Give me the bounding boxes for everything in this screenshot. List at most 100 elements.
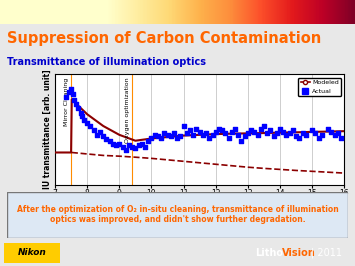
Point <box>152 133 158 137</box>
Point <box>210 133 215 137</box>
Point <box>277 127 283 131</box>
Point <box>319 133 325 137</box>
Point <box>110 142 116 146</box>
Point <box>67 90 72 94</box>
Point <box>255 133 261 137</box>
Point <box>296 136 302 140</box>
Point <box>248 128 254 132</box>
Text: Oxygen optimization: Oxygen optimization <box>125 78 130 143</box>
Point <box>309 128 315 132</box>
Point <box>300 131 305 135</box>
Point <box>88 124 93 128</box>
Point <box>168 134 174 138</box>
Point <box>313 131 318 135</box>
Text: Nikon: Nikon <box>18 248 46 257</box>
Point <box>258 127 264 131</box>
Point <box>187 128 193 132</box>
Point <box>107 139 113 143</box>
Point <box>303 133 308 137</box>
Point <box>329 130 334 134</box>
Point <box>223 131 228 135</box>
Point <box>193 127 199 131</box>
Point <box>162 131 167 135</box>
Point <box>338 136 344 140</box>
Point <box>120 144 125 149</box>
Point <box>287 131 293 135</box>
Point <box>245 131 251 135</box>
Point <box>271 134 277 138</box>
Point <box>226 136 231 140</box>
Text: Vision: Vision <box>282 248 316 258</box>
Point <box>268 128 273 132</box>
Point <box>293 134 299 138</box>
Point <box>213 130 219 134</box>
Point <box>149 136 154 140</box>
Point <box>126 143 132 147</box>
Point <box>91 128 97 132</box>
Point <box>81 118 87 122</box>
Point <box>136 143 141 147</box>
Point <box>64 94 69 99</box>
Point <box>264 131 270 135</box>
Point <box>332 133 338 137</box>
Point <box>155 134 161 138</box>
Point <box>216 127 222 131</box>
Point <box>290 128 296 132</box>
Point <box>181 124 186 128</box>
Point <box>335 131 341 135</box>
Text: Transmittance of illumination optics: Transmittance of illumination optics <box>7 57 206 68</box>
Point <box>207 136 212 140</box>
Point <box>84 121 90 125</box>
Point <box>70 92 76 96</box>
Point <box>75 106 80 110</box>
Text: After the optimization of O₂ in-situ cleaning, transmittance of illumination
opt: After the optimization of O₂ in-situ cle… <box>17 205 338 225</box>
Point <box>280 130 286 134</box>
Point <box>123 147 129 152</box>
Point <box>129 144 135 149</box>
Point <box>261 124 267 128</box>
Point <box>104 137 109 141</box>
Point <box>165 133 170 137</box>
Text: Litho: Litho <box>256 248 284 258</box>
Point <box>94 133 100 137</box>
Point <box>68 87 74 91</box>
Point <box>197 130 203 134</box>
Point <box>116 142 122 146</box>
FancyBboxPatch shape <box>4 243 60 263</box>
Point <box>178 134 183 138</box>
Point <box>113 143 119 147</box>
Point <box>71 97 77 102</box>
Point <box>132 146 138 150</box>
Point <box>171 131 177 135</box>
Point <box>242 134 247 138</box>
Point <box>326 127 331 131</box>
Point <box>100 134 106 138</box>
Point <box>80 114 85 118</box>
Point <box>219 128 225 132</box>
Point <box>97 130 103 134</box>
Point <box>251 130 257 134</box>
Point <box>174 136 180 140</box>
Point <box>203 131 209 135</box>
X-axis label: Number of pulses irradiated into IU [billion pulses]: Number of pulses irradiated into IU [bil… <box>89 201 310 210</box>
Point <box>78 111 83 115</box>
Point <box>232 127 238 131</box>
Point <box>158 136 164 140</box>
Point <box>229 130 235 134</box>
FancyBboxPatch shape <box>7 192 348 238</box>
Point <box>142 144 148 149</box>
Point <box>146 139 151 143</box>
Point <box>284 133 289 137</box>
Point <box>274 131 280 135</box>
Text: Mirror Cleaning: Mirror Cleaning <box>64 78 69 126</box>
Point <box>239 139 244 143</box>
Y-axis label: IU transmittance [arb. unit]: IU transmittance [arb. unit] <box>43 70 52 189</box>
Point <box>184 131 190 135</box>
Point <box>139 142 145 146</box>
Text: Suppression of Carbon Contamination: Suppression of Carbon Contamination <box>7 31 321 46</box>
Point <box>200 133 206 137</box>
Point <box>316 136 322 140</box>
Point <box>190 133 196 137</box>
Point <box>73 102 79 106</box>
Point <box>235 133 241 137</box>
